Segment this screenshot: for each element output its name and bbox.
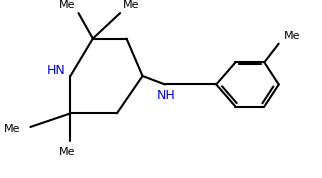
Text: Me: Me (284, 31, 300, 41)
Text: Me: Me (4, 124, 21, 134)
Text: HN: HN (47, 64, 65, 77)
Text: Me: Me (59, 147, 75, 157)
Text: Me: Me (123, 1, 139, 11)
Text: Me: Me (59, 1, 75, 11)
Text: NH: NH (157, 89, 176, 102)
